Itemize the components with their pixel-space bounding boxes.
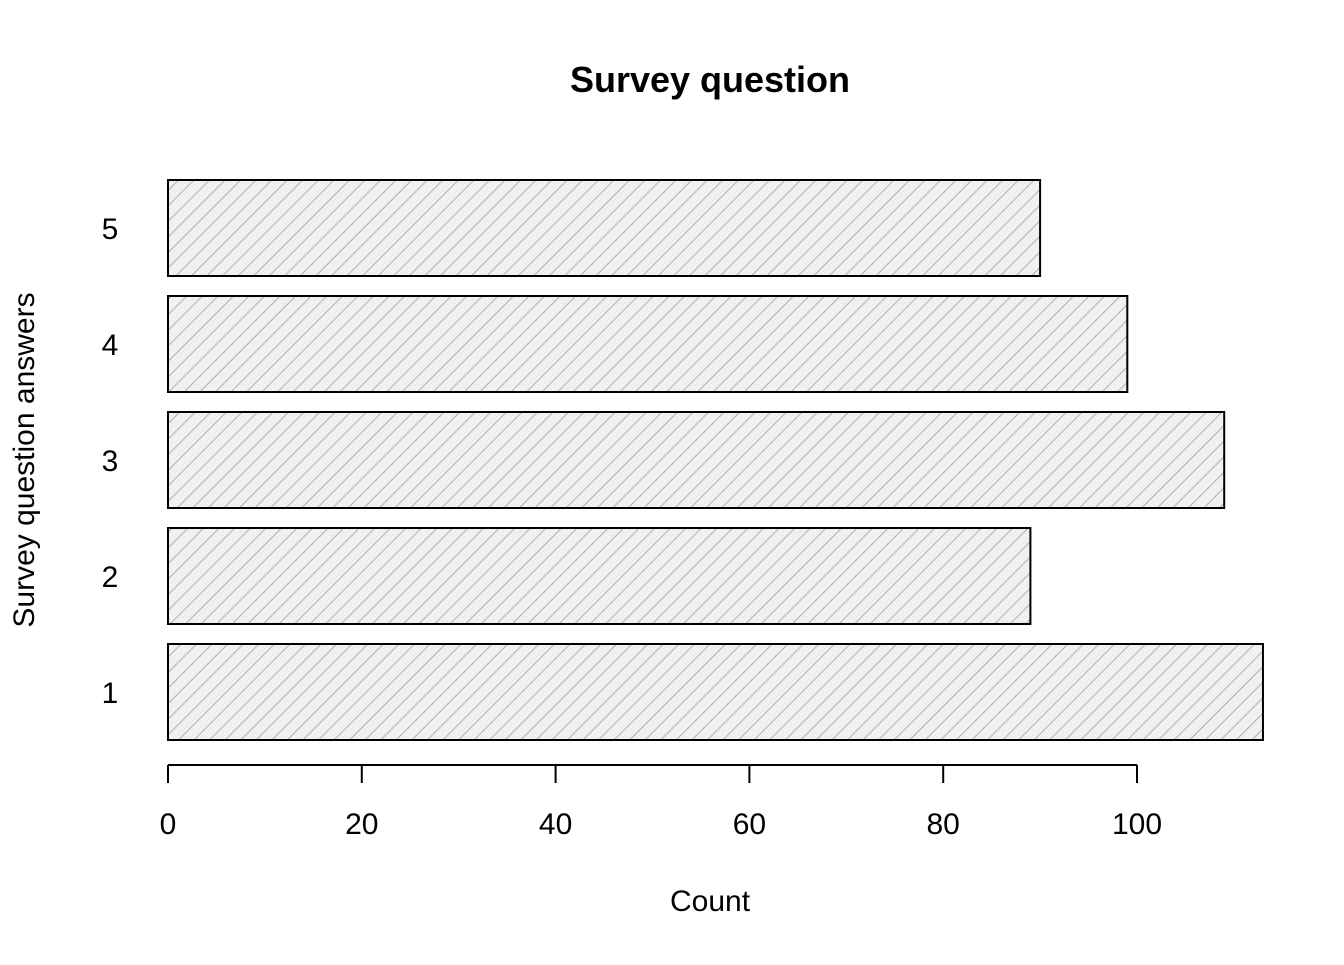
- x-tick-label-0: 0: [160, 808, 177, 841]
- y-tick-label-5: 5: [102, 213, 119, 246]
- x-axis: 0 20 40 60 80 100: [160, 764, 1162, 841]
- y-tick-label-2: 2: [102, 561, 119, 594]
- y-tick-label-1: 1: [102, 677, 119, 710]
- bar-5: [167, 179, 1042, 277]
- y-tick-labels-group: 1 2 3 4 5: [102, 213, 119, 710]
- x-axis-label: Count: [670, 885, 751, 918]
- x-tick-label-100: 100: [1112, 808, 1162, 841]
- bar-3: [167, 411, 1226, 509]
- bar-1: [167, 643, 1264, 741]
- chart-title: Survey question: [570, 59, 850, 100]
- y-axis-label: Survey question answers: [8, 292, 41, 627]
- x-tick-label-20: 20: [345, 808, 378, 841]
- x-tick-label-60: 60: [733, 808, 766, 841]
- x-tick-label-80: 80: [927, 808, 960, 841]
- bar-2: [167, 527, 1032, 625]
- y-tick-label-3: 3: [102, 445, 119, 478]
- bar-4: [167, 295, 1129, 393]
- x-tick-label-40: 40: [539, 808, 572, 841]
- y-tick-label-4: 4: [102, 329, 119, 362]
- x-ticks-group: 0 20 40 60 80 100: [160, 765, 1162, 841]
- bars-group: [167, 179, 1264, 741]
